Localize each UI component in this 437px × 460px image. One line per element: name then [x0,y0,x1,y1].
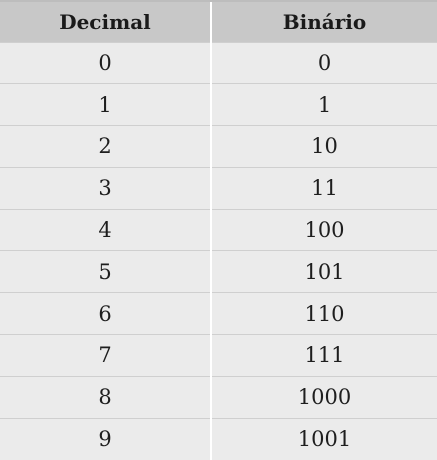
decimal-cell: 5 [0,250,211,294]
table-row: 5 101 [0,250,437,294]
binary-cell: 1000 [210,375,437,419]
header-binary: Binário [210,2,437,43]
table-row: 6 110 [0,292,437,336]
decimal-cell: 0 [0,41,211,85]
table-row: 8 1000 [0,375,437,419]
table-row: 2 10 [0,125,437,168]
table-row: 3 11 [0,166,437,210]
decimal-cell: 8 [0,375,211,419]
header-decimal: Decimal [0,2,211,43]
decimal-cell: 2 [0,125,211,168]
binary-cell: 111 [210,334,437,377]
binary-cell: 11 [210,166,437,210]
decimal-cell: 4 [0,208,211,252]
table-row: 0 0 [0,41,437,85]
decimal-cell: 9 [0,417,211,460]
decimal-cell: 7 [0,334,211,377]
binary-cell: 110 [210,292,437,336]
table-row: 9 1001 [0,417,437,460]
binary-cell: 101 [210,250,437,294]
binary-cell: 10 [210,125,437,168]
decimal-cell: 3 [0,166,211,210]
binary-cell: 100 [210,208,437,252]
table-row: 7 111 [0,334,437,377]
decimal-cell: 1 [0,83,211,127]
table-header-row: Decimal Binário [0,2,437,43]
binary-cell: 1001 [210,417,437,460]
table-row: 4 100 [0,208,437,252]
binary-cell: 1 [210,83,437,127]
binary-cell: 0 [210,41,437,85]
decimal-cell: 6 [0,292,211,336]
table-row: 1 1 [0,83,437,127]
